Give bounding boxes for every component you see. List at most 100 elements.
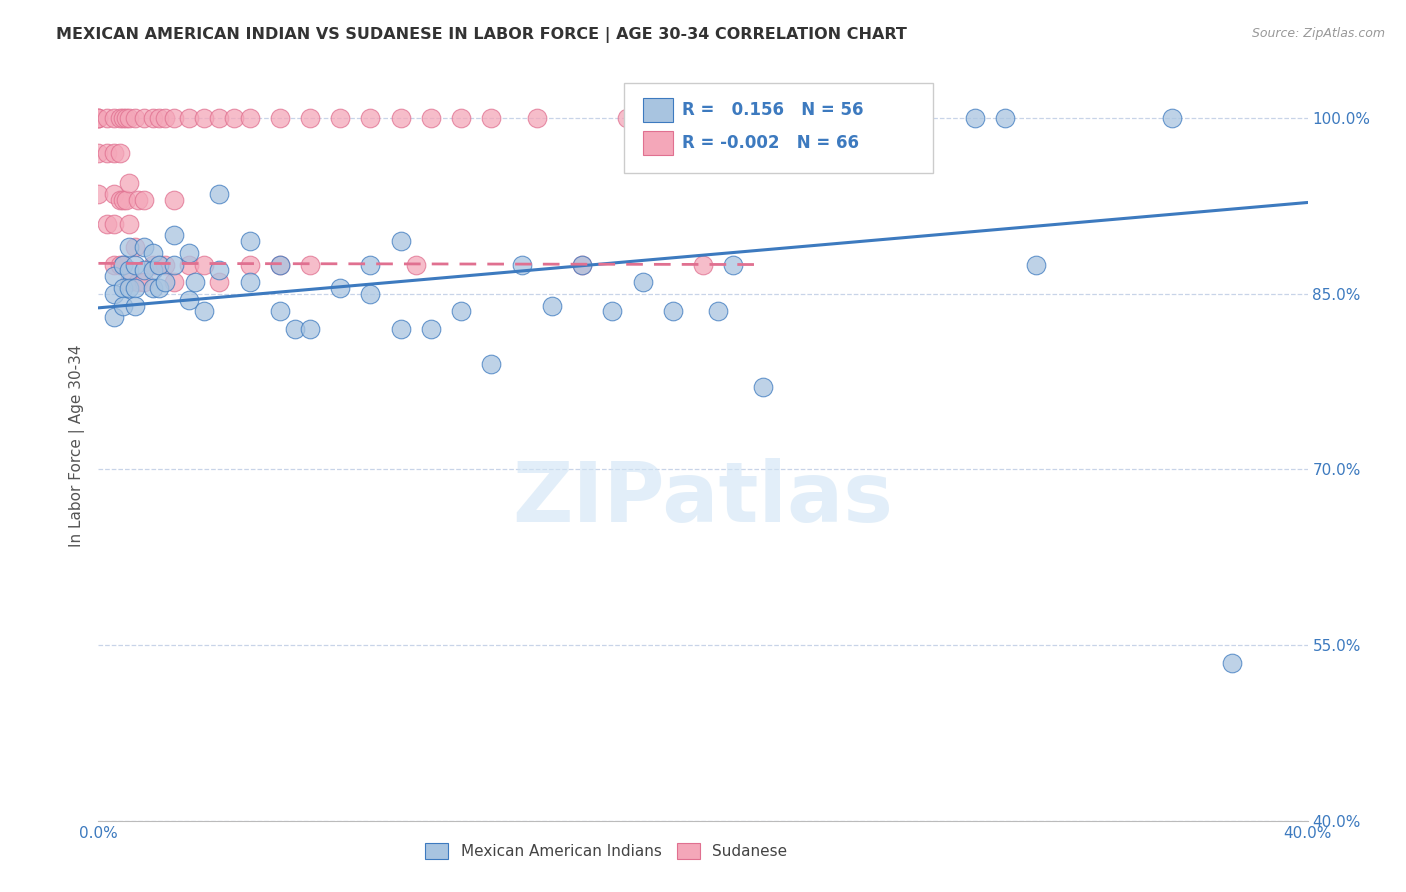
Point (153, 112, 176, 126)
Point (179, 112, 201, 126)
Point (571, 258, 593, 272)
Point (103, 286, 125, 301)
Point (114, 112, 136, 126)
Point (994, 112, 1017, 126)
Point (1024, 258, 1046, 272)
Point (269, 112, 291, 126)
Legend: Mexican American Indians, Sudanese: Mexican American Indians, Sudanese (419, 838, 793, 865)
Point (269, 304, 291, 318)
Point (148, 258, 170, 272)
Text: R =   0.156   N = 56: R = 0.156 N = 56 (682, 101, 863, 119)
Point (142, 263, 165, 277)
Point (208, 112, 231, 126)
Text: ZIPatlas: ZIPatlas (513, 458, 893, 539)
Point (450, 112, 472, 126)
Point (389, 112, 412, 126)
Point (329, 112, 352, 126)
Point (571, 258, 593, 272)
Point (118, 263, 141, 277)
Point (299, 112, 322, 126)
Point (118, 217, 141, 231)
Point (148, 112, 170, 126)
Point (481, 357, 503, 371)
Point (389, 234, 412, 248)
Point (111, 112, 134, 126)
Point (118, 281, 141, 295)
Point (124, 298, 146, 313)
Point (132, 193, 155, 207)
Point (481, 112, 503, 126)
Point (179, 293, 201, 307)
Point (142, 258, 165, 272)
Point (103, 217, 125, 231)
Point (96, 146, 118, 161)
Point (142, 281, 165, 295)
Point (124, 240, 146, 254)
Text: MEXICAN AMERICAN INDIAN VS SUDANESE IN LABOR FORCE | AGE 30-34 CORRELATION CHART: MEXICAN AMERICAN INDIAN VS SUDANESE IN L… (56, 27, 907, 43)
Point (269, 258, 291, 272)
Point (602, 304, 624, 318)
Point (163, 258, 186, 272)
FancyBboxPatch shape (643, 97, 673, 122)
Point (163, 275, 186, 289)
Point (111, 258, 134, 272)
Point (118, 176, 141, 190)
Point (284, 322, 307, 336)
Point (103, 258, 125, 272)
Point (269, 258, 291, 272)
Point (87, 112, 110, 126)
Point (96, 112, 118, 126)
Point (114, 193, 136, 207)
Point (103, 269, 125, 284)
Point (299, 322, 322, 336)
Point (103, 187, 125, 202)
Point (752, 380, 775, 394)
Point (118, 240, 141, 254)
Point (127, 275, 149, 289)
Point (239, 258, 262, 272)
Point (707, 304, 730, 318)
Point (193, 304, 215, 318)
Point (124, 281, 146, 295)
Point (132, 263, 155, 277)
Point (405, 258, 427, 272)
Point (142, 112, 165, 126)
Point (108, 146, 131, 161)
Point (148, 281, 170, 295)
Point (526, 112, 548, 126)
Point (163, 228, 186, 243)
Point (163, 112, 186, 126)
Point (193, 112, 215, 126)
Point (108, 112, 131, 126)
Point (540, 298, 562, 313)
Point (450, 304, 472, 318)
Point (208, 187, 231, 202)
Point (111, 281, 134, 295)
Point (118, 275, 141, 289)
Point (108, 193, 131, 207)
Point (1220, 656, 1243, 670)
Point (96, 217, 118, 231)
Point (111, 258, 134, 272)
Point (111, 298, 134, 313)
Point (510, 258, 533, 272)
Point (179, 245, 201, 260)
Point (163, 193, 186, 207)
Point (153, 258, 176, 272)
Point (87, 112, 110, 126)
Point (87, 146, 110, 161)
Point (1160, 112, 1182, 126)
Point (224, 112, 246, 126)
Point (360, 258, 382, 272)
Point (239, 275, 262, 289)
Point (127, 193, 149, 207)
Point (389, 322, 412, 336)
Point (239, 112, 262, 126)
Text: R = -0.002   N = 66: R = -0.002 N = 66 (682, 134, 859, 152)
Point (208, 263, 231, 277)
Point (132, 240, 155, 254)
Point (148, 258, 170, 272)
Point (124, 258, 146, 272)
Point (631, 275, 654, 289)
Point (118, 112, 141, 126)
